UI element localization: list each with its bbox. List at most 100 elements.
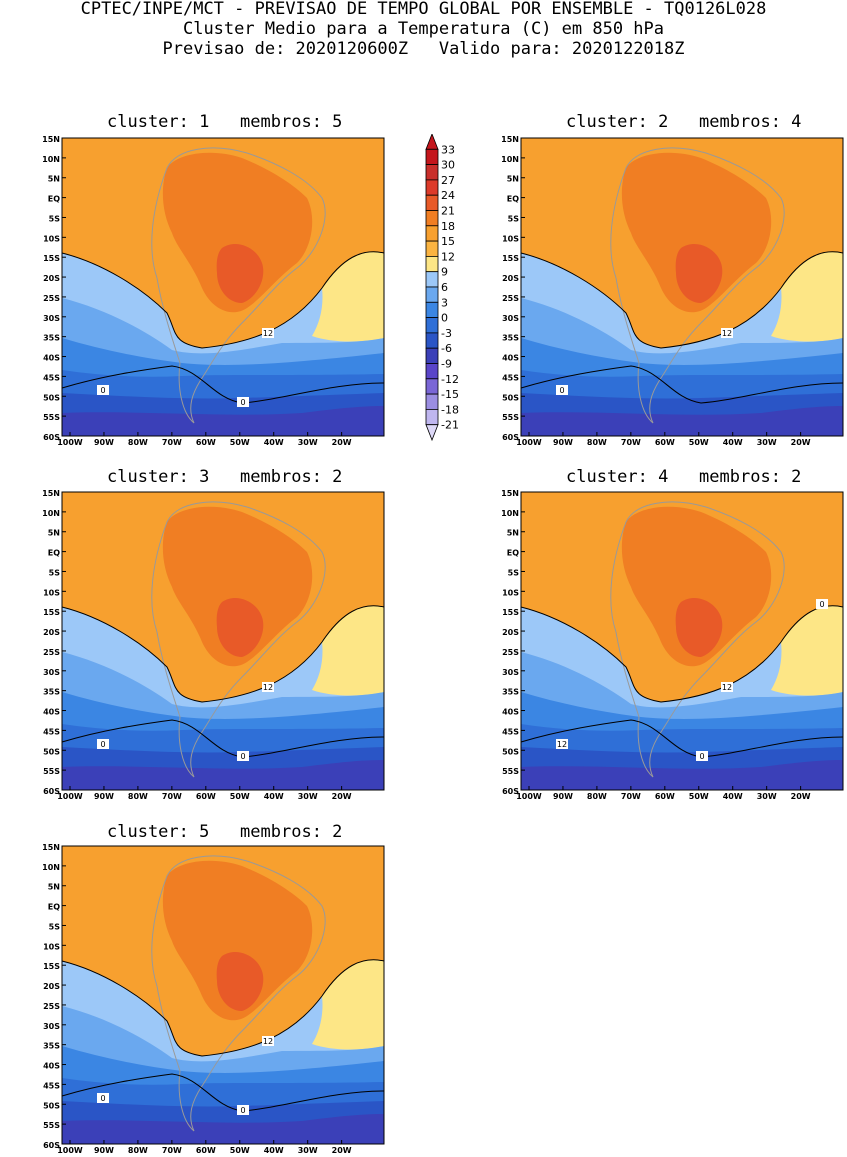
lat-label: 20S [43, 274, 60, 283]
lat-label: 5N [48, 175, 60, 184]
contour-label: 12 [263, 683, 273, 692]
lon-label: 90W [553, 792, 573, 801]
contour-12 [61, 959, 385, 1057]
lat-label: 55S [43, 767, 60, 776]
colorbar-swatch [425, 378, 439, 395]
contour-label: 12 [263, 1037, 273, 1046]
temperature-band-24 [216, 243, 264, 303]
temperature-band-24 [675, 243, 723, 303]
contour-label: 0 [100, 386, 105, 395]
lon-label: 90W [94, 438, 114, 447]
lon-label: 70W [162, 438, 182, 447]
temperature-band-21 [162, 152, 313, 313]
coastline [610, 501, 785, 778]
lon-label: 40W [264, 438, 284, 447]
lat-label: 20S [502, 628, 519, 637]
panel-3-title: cluster: 3 membros: 2 [107, 467, 343, 487]
contour-label-bg [262, 682, 274, 692]
header-dates: Previsao de: 2020120600Z Valido para: 20… [162, 39, 685, 59]
lon-label: 70W [621, 438, 641, 447]
colorbar-label: 21 [441, 205, 455, 218]
colorbar-label: -9 [441, 358, 452, 371]
lon-label: 80W [587, 792, 607, 801]
map-frame [61, 491, 385, 791]
colorbar-swatch [425, 240, 439, 257]
coastline [151, 147, 326, 424]
lat-label: 20S [43, 628, 60, 637]
contour-label: 0 [819, 600, 824, 609]
colorbar-swatch [425, 271, 439, 288]
lat-label: 10N [501, 155, 519, 164]
lon-label: 100W [57, 1146, 83, 1155]
lat-label: 60S [502, 433, 519, 442]
lat-label: 15S [43, 608, 60, 617]
lat-label: 60S [43, 787, 60, 796]
contour-label-bg [262, 1036, 274, 1046]
contour-12 [61, 605, 385, 703]
contour-label: 12 [263, 329, 273, 338]
lat-label: 15S [502, 254, 519, 263]
colorbar-label: 9 [441, 266, 448, 279]
panel-1-map: 12 0 0 15N 10N 5N EQ 5S 10S 15S 20S 25S 30S 35S 40S 45S… [42, 135, 385, 447]
temperature-band-12 [771, 605, 843, 696]
contour-label: 0 [240, 398, 245, 407]
colorbar-label: 33 [441, 143, 455, 156]
colorbar-label: 27 [441, 174, 455, 187]
temperature-band--6 [62, 1114, 384, 1144]
lon-label: 60W [196, 792, 216, 801]
map-frame [520, 491, 844, 791]
contour-label: 12 [557, 740, 567, 749]
lat-label: 10S [43, 942, 60, 951]
lon-label: 40W [264, 792, 284, 801]
lat-label: 55S [43, 1121, 60, 1130]
lat-label: 5N [48, 529, 60, 538]
lat-label: 10N [42, 155, 60, 164]
coastline [151, 855, 326, 1132]
lat-label: 25S [43, 294, 60, 303]
panel-2-map: 12 0 15N 10N 5N EQ 5S 10S 15S 20S 25S 30S 35S 40S 45S 5… [501, 135, 844, 447]
contour-label-bg [97, 1093, 109, 1103]
lon-label: 60W [196, 1146, 216, 1155]
temperature-band--6 [521, 760, 843, 790]
colorbar-swatch [425, 301, 439, 319]
temperature-band-12 [312, 251, 384, 342]
lon-label: 20W [791, 438, 811, 447]
coastline [610, 147, 785, 424]
lat-label: 30S [43, 668, 60, 677]
lat-label: 50S [43, 393, 60, 402]
lat-label: 20S [502, 274, 519, 283]
contour-label: 12 [722, 329, 732, 338]
temperature-band--6 [521, 406, 843, 436]
lon-label: 100W [516, 438, 542, 447]
lat-label: 40S [502, 708, 519, 717]
contour-label: 0 [100, 1094, 105, 1103]
lat-label: 55S [43, 413, 60, 422]
map-frame [61, 137, 385, 437]
lon-label: 80W [587, 438, 607, 447]
temperature-field: 12 12 0 0 [520, 492, 844, 790]
panel-1-title: cluster: 1 membros: 5 [107, 112, 343, 132]
header-subtitle: Cluster Medio para a Temperatura (C) em … [182, 19, 665, 39]
lon-label: 40W [264, 1146, 284, 1155]
contour-label-bg [237, 751, 249, 761]
lat-label: 35S [502, 334, 519, 343]
colorbar-label: -21 [441, 419, 459, 432]
contour-label: 0 [240, 1106, 245, 1115]
contour-label-bg [816, 599, 828, 609]
contour-0 [61, 1073, 385, 1112]
lat-label: 30S [502, 314, 519, 323]
contour-label-bg [721, 328, 733, 338]
contour-label: 0 [100, 740, 105, 749]
colorbar-swatch [425, 286, 439, 303]
lon-label: 30W [757, 438, 777, 447]
colorbar-label: -18 [441, 403, 459, 416]
lat-label: 20S [43, 982, 60, 991]
contour-12 [61, 251, 385, 349]
lat-label: 10S [43, 234, 60, 243]
lat-label: 25S [502, 648, 519, 657]
lat-label: 15N [42, 135, 60, 144]
colorbar-swatch [425, 164, 439, 181]
map-frame [520, 137, 844, 437]
lon-label: 30W [298, 792, 318, 801]
lat-label: 55S [502, 767, 519, 776]
